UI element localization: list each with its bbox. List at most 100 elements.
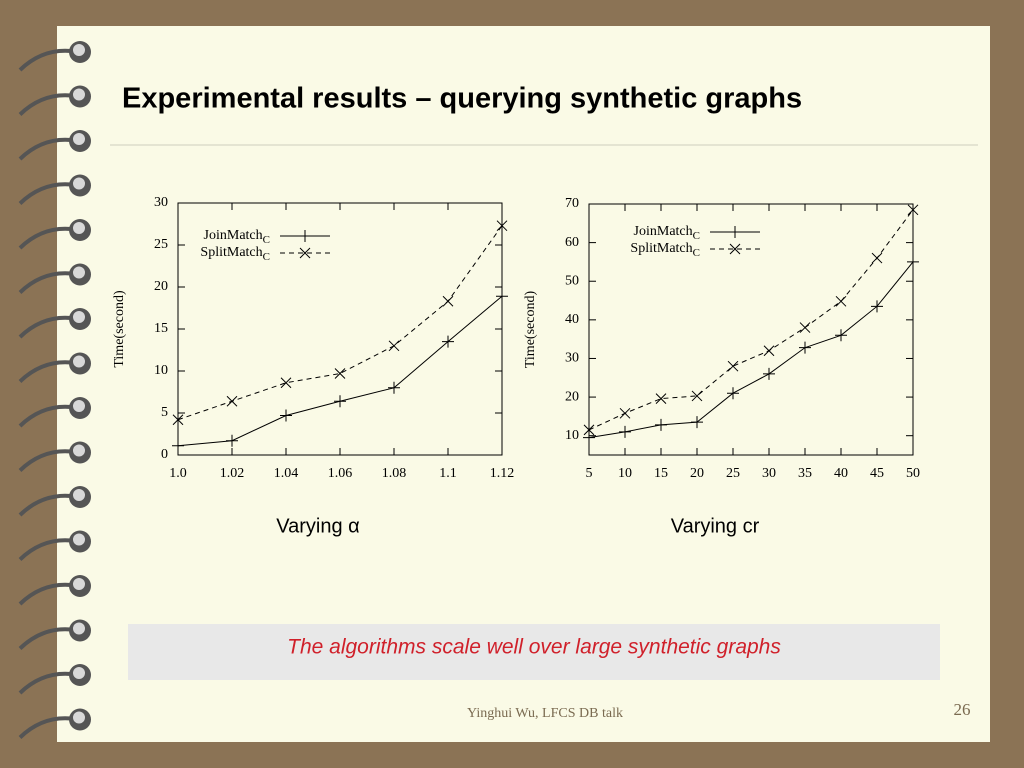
ring-hole-shine [73, 355, 85, 368]
y-tick-label: 20 [154, 279, 168, 294]
y-tick-label: 25 [154, 237, 168, 252]
x-tick-label: 10 [618, 466, 632, 481]
ring-hole-shine [73, 266, 85, 279]
legend-marker [729, 243, 741, 255]
note-box [128, 624, 940, 680]
x-tick-label: 30 [762, 466, 776, 481]
x-tick-label: 40 [834, 466, 848, 481]
marker [727, 360, 739, 372]
x-tick-label: 25 [726, 466, 740, 481]
y-tick-label: 40 [565, 312, 579, 327]
ring-hole-shine [73, 177, 85, 190]
plot-frame [588, 203, 914, 456]
marker [619, 407, 631, 419]
marker [280, 409, 292, 422]
legend-marker [299, 247, 311, 259]
marker [763, 345, 775, 357]
marker [691, 390, 703, 402]
series-line [588, 209, 914, 431]
marker [334, 395, 346, 408]
x-tick-label: 15 [654, 466, 668, 481]
legend-marker [299, 230, 311, 242]
marker [907, 255, 919, 268]
marker [583, 431, 595, 444]
marker [496, 290, 508, 303]
note-text: The algorithms scale well over large syn… [287, 636, 781, 659]
chart-caption: Varying cr [671, 515, 760, 537]
y-tick-label: 10 [154, 363, 168, 378]
legend-label: JoinMatchC [204, 228, 270, 245]
marker [907, 204, 919, 216]
y-tick-label: 5 [161, 405, 168, 420]
x-tick-label: 20 [690, 466, 704, 481]
slide-title: Experimental results – querying syntheti… [122, 83, 802, 115]
y-tick-label: 15 [154, 321, 168, 336]
marker [280, 377, 292, 389]
marker [727, 387, 739, 400]
series-line [588, 261, 914, 439]
marker [835, 329, 847, 342]
marker [496, 220, 508, 232]
y-axis-label: Time(second) [112, 290, 127, 368]
marker [583, 424, 595, 436]
x-tick-label: 5 [586, 466, 593, 481]
marker [226, 434, 238, 447]
marker [835, 295, 847, 307]
legend-label: SplitMatchC [630, 241, 700, 258]
ring-hole-shine [73, 88, 85, 101]
ring-hole-shine [73, 311, 85, 323]
legend-label: SplitMatchC [200, 245, 270, 262]
ring-hole-shine [73, 711, 85, 724]
marker [655, 393, 667, 404]
y-tick-label: 20 [565, 389, 579, 404]
marker [763, 367, 775, 380]
ring-hole-shine [73, 622, 85, 635]
marker [388, 340, 400, 352]
x-tick-label: 1.0 [169, 466, 187, 481]
y-tick-label: 70 [565, 196, 579, 211]
chart-caption: Varying α [276, 515, 359, 537]
marker [799, 341, 811, 354]
marker [334, 368, 346, 379]
legend-label: JoinMatchC [634, 224, 700, 241]
marker [619, 425, 631, 438]
page-number: 26 [954, 700, 971, 719]
binding-rings [18, 41, 91, 739]
y-tick-label: 60 [565, 235, 579, 250]
y-tick-label: 10 [565, 428, 579, 443]
ring-hole-shine [73, 489, 85, 501]
ring-hole-shine [73, 667, 85, 679]
marker [172, 414, 184, 426]
marker [442, 335, 454, 348]
marker [799, 322, 811, 333]
x-tick-label: 50 [906, 466, 920, 481]
marker [655, 418, 667, 431]
ring-hole-shine [73, 222, 85, 234]
marker [871, 300, 883, 313]
ring-hole-shine [73, 533, 85, 546]
y-tick-label: 50 [565, 273, 579, 288]
x-tick-label: 1.02 [220, 466, 245, 481]
y-axis-label: Time(second) [523, 291, 538, 369]
x-tick-label: 1.06 [328, 466, 353, 481]
ring-hole-shine [73, 400, 85, 412]
ring-hole-shine [73, 444, 85, 457]
marker [691, 416, 703, 429]
x-tick-label: 35 [798, 466, 812, 481]
ring-hole-shine [73, 44, 85, 56]
marker [871, 252, 883, 264]
ring-hole-shine [73, 578, 85, 590]
ring-hole-shine [73, 133, 85, 145]
x-tick-label: 1.08 [382, 466, 407, 481]
marker [442, 295, 454, 307]
x-tick-label: 1.12 [490, 466, 515, 481]
marker [226, 395, 238, 407]
y-tick-label: 0 [161, 447, 168, 462]
marker [172, 439, 184, 452]
footer: Yinghui Wu, LFCS DB talk [467, 706, 623, 721]
marker [388, 381, 400, 394]
x-tick-label: 45 [870, 466, 884, 481]
x-tick-label: 1.04 [274, 466, 299, 481]
x-tick-label: 1.1 [439, 466, 457, 481]
